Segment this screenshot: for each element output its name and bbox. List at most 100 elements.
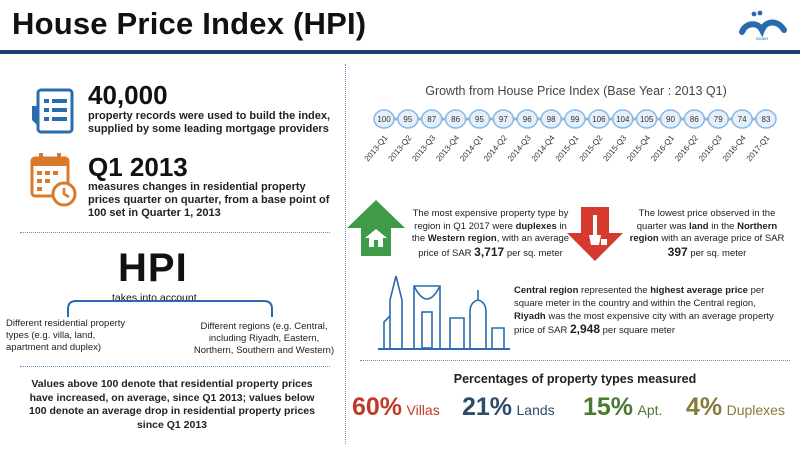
note-line: Values above 100 denote that residential… [31,378,313,390]
expensive-line: The most expensive property type by [412,208,569,219]
data-point-marker [635,109,658,129]
x-tick-label: 2015-Q1 [554,133,581,163]
data-label: 104 [616,115,630,124]
central-text: Central region represented the highest a… [514,285,786,338]
pct-lands: 21% [462,393,513,421]
x-tick-label: 2016-Q2 [673,133,700,163]
text: per square meter [602,325,675,337]
highlight: Northern [737,220,778,232]
x-tick-label: 2013-Q2 [386,133,413,163]
hpi-left-line: apartment and duplex) [6,342,102,353]
text: per sq. meter [506,247,563,259]
hpi-right-line: Different regions (e.g. Central, [200,321,328,332]
pct-apartments: 15% [583,393,634,421]
percentages-row: 60% Villas [352,393,440,422]
hpi-heading: HPI [118,246,188,290]
text: , with an average [496,233,570,244]
x-tick-label: 2015-Q2 [577,133,604,163]
hpi-note: Values above 100 denote that residential… [4,378,340,432]
percentages-row: 15% Apt. [583,393,662,422]
divider [20,232,330,233]
data-point-marker [540,109,562,129]
expensive-value: 3,717 [474,244,505,259]
x-tick-label: 2013-Q4 [434,133,461,163]
highlight: land [689,220,709,232]
data-point-marker [755,109,777,129]
lowest-line: quarter was land in the Northern [626,221,788,234]
percentages-row: 4% Duplexes [686,393,785,422]
percentages-row: 21% Lands [462,393,555,422]
data-label: 98 [547,115,556,124]
hpi-right-text: Different regions (e.g. Central, includi… [188,321,340,357]
text: in the [711,220,735,232]
calendar-icon [30,153,77,207]
data-label: 86 [690,115,699,124]
records-line: property records were used to build the … [88,110,331,122]
label-lands: Lands [516,402,555,418]
data-point-marker [612,109,634,129]
expensive-line: the Western region, with an average [408,233,573,246]
hpi-left-line: types (e.g. villa, land, [6,330,96,341]
data-label: 97 [499,115,508,124]
lowest-line: 397 per sq. meter [626,245,788,261]
simah-logo [739,10,787,38]
lowest-text: The lowest price observed in the quarter… [626,208,788,260]
x-tick-label: 2014-Q4 [530,133,557,163]
riyadh-skyline-icon [378,275,510,350]
data-point-marker [516,109,538,129]
hpi-line-chart: 100 2013-Q1 95 2013-Q2 87 2013-Q3 86 2013-Q4 95 2… [363,109,777,163]
pct-villas: 60% [352,393,403,421]
records-number: 40,000 [88,80,168,110]
data-label: 105 [640,115,654,124]
data-label: 83 [762,115,771,124]
text: quarter was [636,220,687,232]
title-underline [0,50,800,54]
x-tick-label: 2014-Q3 [506,133,533,163]
pct-duplexes: 4% [686,393,723,421]
hpi-right-line: including Riyadh, Eastern, [208,333,320,344]
x-tick-label: 2016-Q1 [649,133,676,163]
data-label: 95 [475,115,484,124]
records-line: supplied by some leading mortgage provid… [88,123,329,135]
document-icon [32,88,74,134]
note-line: 100 denote an average drop in residentia… [29,405,315,417]
text: region in Q1 2017 were [414,220,513,232]
base-line: measures changes in residential property [88,181,306,193]
data-label: 79 [714,115,723,124]
central-line: square meter in the country and within t… [514,297,756,309]
data-point-marker [373,109,395,129]
down-arrow-land-icon [567,207,623,261]
x-tick-label: 2014-Q2 [482,133,509,163]
highlight: Central region [514,285,579,296]
data-label: 96 [523,115,532,124]
data-label: 99 [571,115,580,124]
text: with an average price of SAR [661,233,785,244]
data-point-marker [707,109,729,129]
central-value: 2,948 [569,322,600,337]
divider [20,366,330,367]
text: per [750,285,765,296]
data-label: 106 [592,115,606,124]
label-apartments: Apt. [637,402,663,418]
base-text: measures changes in residential property… [88,181,329,220]
lowest-line: The lowest price observed in the [638,208,776,219]
highlight: highest average price [650,285,748,296]
text: in [559,220,567,232]
divider [360,360,790,361]
base-line: 100 set in Quarter 1, 2013 [88,207,221,219]
data-point-marker [731,109,753,129]
percentages-title: Percentages of property types measured [453,372,697,386]
text: represented the [581,285,648,296]
hpi-left-text: Different residential property types (e.… [6,318,156,354]
data-point-marker [588,109,610,129]
highlight: Riyadh [514,310,546,322]
central-line: Central region represented the highest a… [514,285,786,298]
data-label: 100 [377,115,391,124]
expensive-line: price of SAR 3,717 per sq. meter [408,244,573,261]
x-tick-label: 2013-Q1 [363,133,390,163]
central-line: Riyadh was the most expensive city with … [514,311,786,324]
logo-text: SIMAH [755,36,769,41]
highlight: duplexes [515,220,557,232]
data-point-marker [492,109,515,129]
base-period: Q1 2013 [88,152,188,182]
